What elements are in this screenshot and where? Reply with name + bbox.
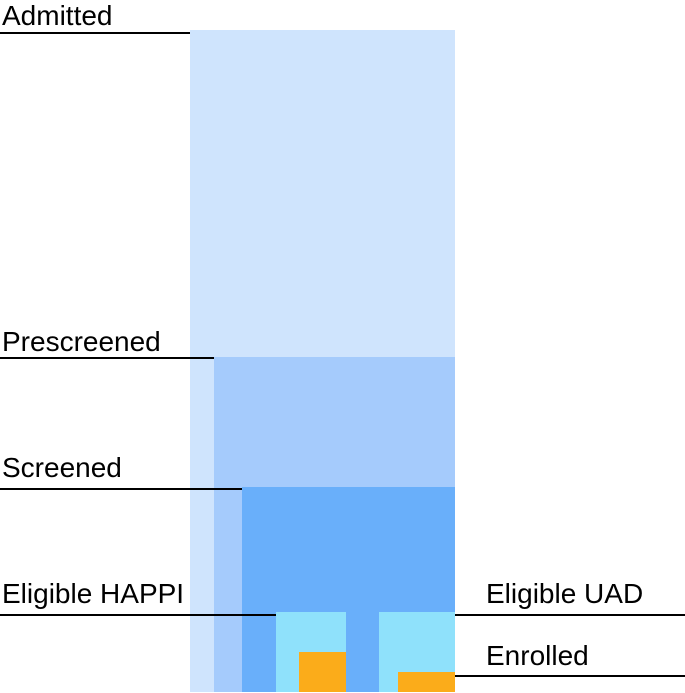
eligible-happi-leader-line: [0, 614, 276, 616]
eligible-uad-label: Eligible UAD: [486, 578, 644, 609]
admitted-leader-line: [0, 32, 190, 34]
eligible-uad-leader-line: [455, 614, 685, 616]
enrolled-happi-area: [299, 652, 346, 692]
eligible-happi-label: Eligible HAPPI: [2, 578, 185, 609]
prescreened-label: Prescreened: [2, 326, 161, 357]
prescreened-leader-line: [0, 357, 214, 359]
screened-label: Screened: [2, 452, 122, 483]
enrolled-leader-line: [455, 675, 685, 677]
enrolled-uad-area: [398, 672, 455, 692]
screened-leader-line: [0, 488, 242, 490]
admitted-label: Admitted: [2, 0, 113, 31]
enrolled-label: Enrolled: [486, 640, 589, 671]
